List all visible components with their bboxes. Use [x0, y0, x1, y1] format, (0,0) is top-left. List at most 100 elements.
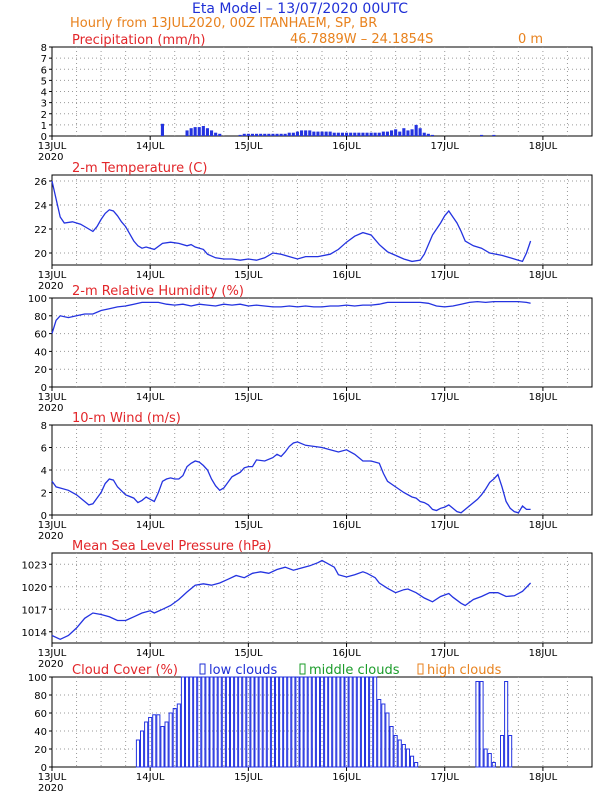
- precip-year-label: 2020: [38, 152, 63, 163]
- precip-bar: [418, 128, 422, 136]
- cloud-bar: [266, 676, 271, 768]
- cloud-bar: [332, 676, 337, 768]
- cloud-legend-swatch: [199, 663, 206, 675]
- mslp-title: Mean Sea Level Pressure (hPa): [72, 539, 272, 554]
- cloud-bar: [324, 676, 329, 768]
- cloud-bar: [479, 681, 484, 768]
- chart-subtitle: Hourly from 13JUL2020, 00Z ITANHAEM, SP,…: [70, 16, 377, 31]
- temp-ytick-label: 22: [34, 225, 47, 236]
- cloud-bar: [508, 735, 513, 768]
- precip-bar: [320, 131, 324, 136]
- wind-ytick-label: 8: [41, 421, 47, 432]
- temp-xtick-label: 15JUL: [234, 270, 263, 281]
- cloud-bar: [135, 739, 140, 768]
- cloud-bar: [504, 681, 509, 768]
- precip-bar: [242, 133, 246, 136]
- cloud-ytick-label: 0: [41, 763, 47, 774]
- cloud-bar: [299, 676, 304, 768]
- cloud-bar: [500, 735, 505, 768]
- cloud-bar: [389, 726, 394, 768]
- precip-ytick-label: 4: [41, 88, 47, 99]
- precip-bar: [422, 132, 426, 136]
- cloud-bar: [348, 676, 353, 768]
- precip-ytick-label: 5: [41, 76, 47, 87]
- precip-bar: [279, 133, 283, 136]
- precip-ytick-label: 3: [41, 99, 47, 110]
- mslp-xtick-label: 16JUL: [332, 648, 361, 659]
- cloud-bar: [156, 714, 161, 768]
- location-coords: 46.7889W – 24.1854S: [290, 32, 433, 47]
- cloud-bar: [311, 676, 316, 768]
- precip-bar: [328, 131, 332, 136]
- precip-bar: [340, 132, 344, 136]
- mslp-xtick-label: 15JUL: [234, 648, 263, 659]
- cloud-bar: [213, 676, 218, 768]
- precip-bar: [287, 132, 291, 136]
- precip-bar: [275, 133, 279, 136]
- precip-bar: [300, 130, 304, 136]
- precip-bar: [250, 133, 254, 136]
- precip-bar: [377, 132, 381, 136]
- precip-bar: [263, 133, 267, 136]
- cloud-xtick-label: 15JUL: [234, 772, 263, 783]
- cloud-bar: [336, 676, 341, 768]
- cloud-bar: [344, 676, 349, 768]
- cloud-bar: [393, 735, 398, 768]
- precip-bar: [357, 132, 361, 136]
- cloud-bar: [246, 676, 251, 768]
- rh-ytick-label: 20: [34, 365, 47, 376]
- cloud-legend-swatch: [299, 663, 306, 675]
- wind-xtick-label: 17JUL: [430, 520, 459, 531]
- temp-xtick-label: 13JUL: [38, 270, 67, 281]
- cloud-ytick-label: 100: [28, 673, 47, 684]
- cloud-bar: [189, 676, 194, 768]
- precip-ytick-label: 2: [41, 110, 47, 121]
- cloud-bar: [315, 676, 320, 768]
- precip-bar: [480, 134, 484, 136]
- cloud-bar: [242, 676, 247, 768]
- precip-bar: [398, 131, 402, 136]
- cloud-bar: [475, 681, 480, 768]
- precip-bar: [406, 130, 410, 136]
- precip-bar: [345, 132, 349, 136]
- wind-series-line: [51, 441, 531, 514]
- cloud-bar: [205, 676, 210, 768]
- mslp-ytick-label: 1014: [22, 628, 47, 639]
- precip-bar: [267, 133, 271, 136]
- rh-title: 2-m Relative Humidity (%): [72, 284, 244, 299]
- cloud-bar: [275, 676, 280, 768]
- cloud-bar: [397, 739, 402, 768]
- cloud-bar: [193, 676, 198, 768]
- cloud-bar: [254, 676, 259, 768]
- precip-bar: [369, 132, 373, 136]
- precip-bar: [394, 129, 398, 136]
- location-elevation: 0 m: [518, 32, 543, 47]
- mslp-xtick-label: 14JUL: [136, 648, 165, 659]
- precip-bar: [189, 128, 193, 136]
- precip-bar: [193, 127, 197, 136]
- rh-xtick-label: 13JUL: [38, 392, 67, 403]
- temp-series-line: [51, 180, 532, 263]
- mslp-xtick-label: 13JUL: [38, 648, 67, 659]
- cloud-bar: [238, 676, 243, 768]
- wind-title: 10-m Wind (m/s): [72, 411, 181, 426]
- precip-bar: [353, 132, 357, 136]
- precip-ytick-label: 7: [41, 54, 47, 65]
- cloud-bar: [410, 755, 415, 768]
- cloud-bar: [414, 762, 419, 768]
- cloud-ytick-label: 20: [34, 745, 47, 756]
- precip-panel: [49, 46, 593, 140]
- precip-bar: [312, 131, 316, 136]
- precip-bar: [255, 133, 259, 136]
- mslp-panel: [49, 552, 593, 647]
- rh-ytick-label: 80: [34, 312, 47, 323]
- wind-panel: [49, 424, 593, 519]
- cloud-bar: [209, 676, 214, 768]
- cloud-bar: [201, 676, 206, 768]
- mslp-xtick-label: 17JUL: [430, 648, 459, 659]
- cloud-bar: [180, 676, 185, 768]
- temp-ytick-label: 24: [34, 201, 47, 212]
- cloud-bar: [221, 676, 226, 768]
- cloud-bar: [405, 748, 410, 768]
